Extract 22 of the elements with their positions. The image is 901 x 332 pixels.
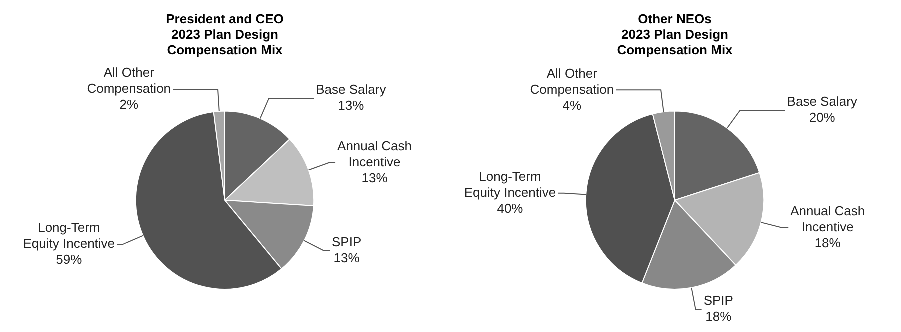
slice-label: Long-Term Equity Incentive bbox=[23, 220, 116, 252]
slice-label: Annual Cash Incentive bbox=[790, 204, 866, 235]
slice-label: Long-Term Equity Incentive bbox=[464, 169, 556, 200]
slice-label: SPIP bbox=[704, 293, 734, 308]
slice-label: SPIP bbox=[332, 234, 362, 250]
slice-label: Base Salary bbox=[787, 94, 858, 110]
data-label: 40% bbox=[497, 201, 524, 216]
data-label: 18% bbox=[706, 309, 732, 324]
data-label: 18% bbox=[814, 236, 842, 251]
data-label: 2% bbox=[120, 97, 139, 112]
chart-title: Other NEOs 2023 Plan Design Compensation Mix bbox=[617, 11, 734, 58]
data-label: 13% bbox=[338, 98, 365, 114]
data-label: 13% bbox=[362, 170, 388, 186]
slice-label: Base Salary bbox=[316, 82, 387, 98]
slice-label: Annual Cash Incentive bbox=[338, 138, 412, 170]
slice-label: All Other Compensation bbox=[87, 65, 172, 96]
data-label: 59% bbox=[56, 252, 83, 268]
data-label: 20% bbox=[809, 110, 836, 126]
data-label: 4% bbox=[562, 98, 582, 113]
chart-title: President and CEO 2023 Plan Design Compensation Mix bbox=[166, 11, 284, 58]
slice-label: All Other Compensation bbox=[530, 66, 614, 97]
data-label: 13% bbox=[334, 250, 360, 266]
